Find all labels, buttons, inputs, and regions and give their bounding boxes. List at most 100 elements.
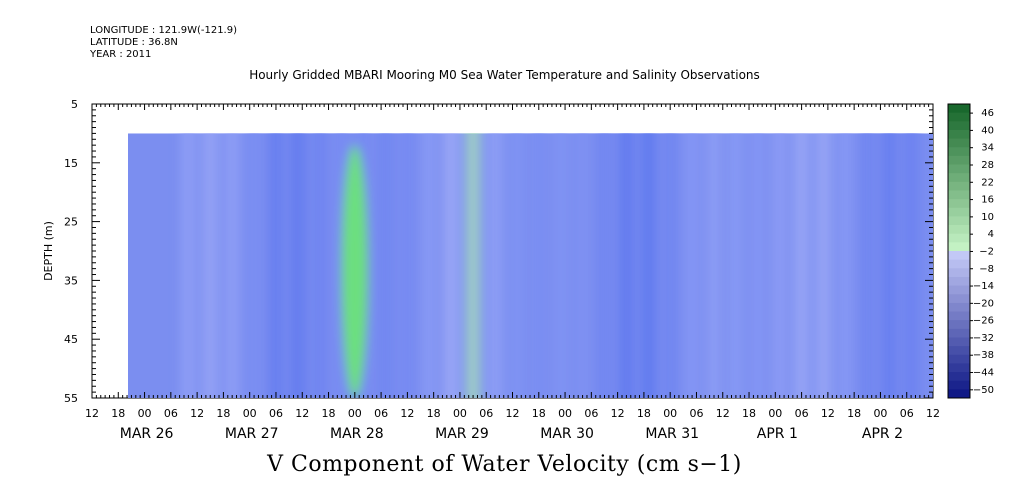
colorbar-swatch (948, 147, 970, 157)
x-day-label: MAR 27 (225, 426, 279, 442)
colorbar-label: −44 (973, 368, 994, 379)
colorbar-label: −20 (973, 298, 994, 309)
x-tick-label: 00 (873, 407, 887, 420)
heatmap-cell (793, 133, 810, 398)
colorbar-swatch (948, 251, 970, 261)
colorbar-swatch (948, 276, 970, 287)
y-axis-label: DEPTH (m) (42, 221, 55, 281)
x-tick-label: 00 (663, 407, 677, 420)
x-tick-label: 06 (479, 407, 493, 420)
x-tick-label: 18 (637, 407, 651, 420)
chart-title: Hourly Gridded MBARI Mooring M0 Sea Wate… (249, 68, 760, 82)
colorbar-swatch (948, 372, 970, 382)
x-tick-label: 18 (427, 407, 441, 420)
colorbar-label: 4 (988, 229, 994, 240)
heatmap-cell (815, 133, 832, 398)
heatmap-cell (574, 133, 591, 398)
x-tick-label: 00 (768, 407, 782, 420)
x-tick-label: 12 (611, 407, 625, 420)
heatmap-cell (267, 133, 284, 398)
x-tick-label: 00 (243, 407, 257, 420)
colorbar-swatch (948, 121, 970, 131)
x-tick-label: 12 (821, 407, 835, 420)
heatmap-cell (421, 133, 438, 398)
x-day-label: APR 1 (757, 426, 798, 442)
year-label: YEAR : 2011 (90, 49, 152, 60)
colorbar-label: 46 (981, 108, 994, 119)
longitude-label: LONGITUDE : 121.9W(-121.9) (90, 25, 237, 36)
colorbar-swatch (948, 207, 970, 217)
colorbar-label: 28 (981, 160, 994, 171)
x-day-label: APR 2 (862, 426, 903, 442)
heatmap-feature (341, 145, 368, 398)
heatmap-cell (881, 133, 898, 398)
colorbar-label: 40 (981, 125, 994, 136)
x-tick-label: 06 (584, 407, 598, 420)
heatmap-cell (311, 133, 328, 398)
colorbar-swatch (948, 216, 970, 226)
heatmap-cell (180, 133, 197, 398)
x-tick-label: 00 (558, 407, 572, 420)
colorbar-label: 16 (981, 195, 994, 206)
colorbar-label: 22 (981, 177, 994, 188)
x-tick-label: 18 (532, 407, 546, 420)
colorbar-swatch (948, 112, 970, 122)
heatmap-cell (508, 133, 525, 398)
heatmap-cell (224, 133, 241, 398)
colorbar-swatch (948, 268, 970, 278)
x-tick-label: 12 (85, 407, 99, 420)
colorbar-label: −2 (979, 246, 994, 257)
y-tick-label: 45 (64, 333, 78, 346)
heatmap-cell (596, 133, 613, 398)
heatmap-cell (640, 133, 657, 398)
heatmap-cell (443, 133, 460, 398)
x-tick-label: 00 (348, 407, 362, 420)
colorbar-swatch (948, 129, 970, 140)
colorbar-swatch (948, 164, 970, 174)
colorbar-swatch (948, 181, 970, 191)
colorbar-swatch (948, 337, 970, 347)
colorbar-label: −8 (979, 264, 994, 275)
x-tick-label: 12 (295, 407, 309, 420)
heatmap-cell (465, 133, 482, 398)
heatmap-cell (289, 133, 306, 398)
x-day-label: MAR 26 (120, 426, 174, 442)
heatmap-cell (552, 133, 569, 398)
colorbar-swatch (948, 155, 970, 166)
x-tick-label: 18 (847, 407, 861, 420)
x-day-label: MAR 28 (330, 426, 384, 442)
heatmap-cell (399, 133, 416, 398)
colorbar-swatch (948, 242, 970, 252)
heatmap-cell (684, 133, 701, 398)
x-tick-label: 00 (138, 407, 152, 420)
heatmap-cell (859, 133, 876, 398)
colorbar-swatch (948, 346, 970, 356)
x-tick-label: 06 (795, 407, 809, 420)
x-tick-label: 18 (111, 407, 125, 420)
colorbar-swatch (948, 302, 970, 313)
x-tick-label: 12 (716, 407, 730, 420)
colorbar-swatch (948, 259, 970, 269)
heatmap-cell (727, 133, 744, 398)
colorbar-swatch (948, 328, 970, 338)
heatmap-cell (377, 133, 394, 398)
heatmap-cell (837, 133, 854, 398)
heatmap-cell (705, 133, 722, 398)
heatmap-cell (662, 133, 679, 398)
heatmap-cell (486, 133, 503, 398)
heatmap-cell (202, 133, 219, 398)
heatmap-cell (749, 133, 766, 398)
heatmap-cell (246, 133, 263, 398)
colorbar-swatch (948, 320, 970, 330)
colorbar-swatch (948, 104, 970, 114)
x-tick-label: 18 (742, 407, 756, 420)
colorbar-swatch (948, 199, 970, 209)
colorbar-label: 10 (981, 212, 994, 223)
y-tick-label: 35 (64, 274, 78, 287)
colorbar-swatch (948, 294, 970, 304)
colorbar-label: −32 (973, 333, 994, 344)
heatmap-cell (530, 133, 547, 398)
colorbar-label: −26 (973, 316, 994, 327)
x-day-label: MAR 31 (645, 426, 699, 442)
colorbar-swatch (948, 285, 970, 295)
